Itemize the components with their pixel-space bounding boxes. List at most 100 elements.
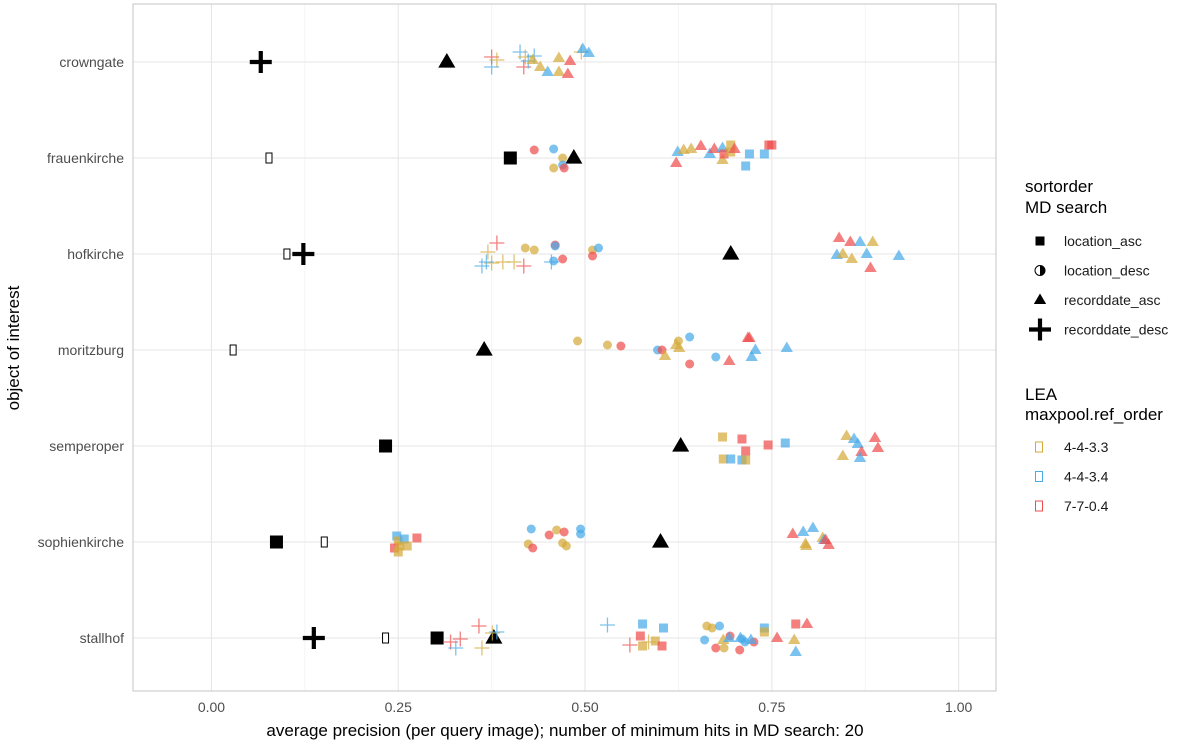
reference-hofkirche-triangle	[722, 245, 740, 260]
legend-lea-title-line1: LEA	[1025, 385, 1058, 404]
legend-key-4-4-3-3	[1035, 441, 1043, 453]
point-stallhof-circle-7-7-0-4	[711, 643, 721, 653]
point-hofkirche-plus-4-4-3-3	[506, 254, 522, 270]
legend-lea-title-line2: maxpool.ref_order	[1025, 405, 1163, 424]
data-points	[390, 42, 906, 657]
point-frauenkirche-square-4-4-3-3	[726, 140, 736, 150]
reference-frauenkirche-triangle	[565, 149, 583, 164]
point-moritzburg-circle-4-4-3-3	[573, 336, 583, 346]
point-moritzburg-triangle-4-4-3-4	[745, 350, 758, 362]
reference-semperoper-square	[379, 439, 393, 453]
point-sophienkirche-triangle-4-4-3-4	[806, 521, 820, 533]
point-stallhof-square-4-4-3-3	[650, 636, 660, 646]
legend-label-recorddate-asc: recorddate_asc	[1064, 292, 1161, 308]
point-sophienkirche-triangle-4-4-3-4	[797, 525, 810, 537]
point-moritzburg-triangle-4-4-3-3	[673, 341, 686, 353]
point-stallhof-triangle-4-4-3-4	[744, 633, 758, 645]
x-axis-title: average precision (per query image); num…	[266, 721, 863, 740]
point-moritzburg-triangle-7-7-0-4	[743, 331, 756, 343]
point-hofkirche-plus-4-4-3-4	[543, 254, 559, 270]
point-frauenkirche-triangle-4-4-3-3	[716, 153, 729, 165]
point-semperoper-triangle-7-7-0-4	[871, 441, 885, 453]
point-frauenkirche-circle-7-7-0-4	[529, 145, 539, 155]
legend-label-recorddate-desc: recorddate_desc	[1064, 322, 1168, 338]
point-semperoper-square-7-7-0-4	[741, 446, 751, 456]
point-hofkirche-plus-7-7-0-4	[516, 258, 532, 274]
point-crowngate-triangle-7-7-0-4	[561, 67, 575, 79]
point-stallhof-square-7-7-0-4	[657, 641, 667, 651]
point-sophienkirche-square-4-4-3-4	[399, 534, 409, 544]
point-hofkirche-plus-7-7-0-4	[489, 235, 505, 251]
point-frauenkirche-square-4-4-3-4	[741, 161, 751, 171]
point-hofkirche-triangle-4-4-3-3	[845, 252, 858, 264]
point-sophienkirche-circle-7-7-0-4	[544, 530, 554, 540]
point-frauenkirche-square-7-7-0-4	[767, 140, 777, 150]
reference-frauenkirche-square	[503, 151, 517, 165]
y-tick-label-crowngate: crowngate	[59, 54, 124, 70]
reference-crowngate-triangle	[438, 53, 456, 68]
point-semperoper-triangle-7-7-0-4	[868, 431, 882, 443]
point-hofkirche-triangle-4-4-3-4	[860, 247, 873, 259]
point-moritzburg-circle-4-4-3-4	[711, 352, 721, 362]
point-hofkirche-circle-4-4-3-3	[529, 245, 539, 255]
legend-key-4-4-3-4	[1035, 471, 1043, 482]
point-moritzburg-triangle-7-7-0-4	[723, 354, 736, 366]
reference-hofkirche-plus	[292, 243, 315, 265]
legend-label-location-asc: location_asc	[1064, 233, 1142, 249]
point-semperoper-triangle-4-4-3-3	[836, 449, 850, 461]
reference-moritzburg-triangle	[475, 341, 493, 356]
point-stallhof-square-4-4-3-3	[759, 627, 769, 637]
point-sophienkirche-circle-4-4-3-3	[561, 541, 571, 551]
point-moritzburg-triangle-4-4-3-3	[658, 349, 672, 361]
point-hofkirche-plus-4-4-3-4	[478, 254, 494, 270]
point-stallhof-plus-7-7-0-4	[471, 618, 487, 634]
point-sophienkirche-square-4-4-3-3	[402, 541, 412, 551]
point-stallhof-plus-4-4-3-4	[448, 640, 464, 656]
point-stallhof-plus-7-7-0-4	[622, 637, 638, 653]
point-hofkirche-triangle-7-7-0-4	[864, 261, 877, 273]
point-sophienkirche-circle-4-4-3-4	[576, 529, 586, 539]
point-stallhof-triangle-7-7-0-4	[800, 617, 814, 629]
point-crowngate-triangle-4-4-3-4	[576, 42, 589, 54]
point-stallhof-square-7-7-0-4	[635, 631, 645, 641]
point-stallhof-triangle-7-7-0-4	[770, 631, 784, 643]
point-hofkirche-circle-4-4-3-3	[520, 243, 530, 253]
legend-label-4-4-3-3: 4-4-3.3	[1064, 439, 1109, 455]
point-crowngate-triangle-4-4-3-3	[534, 60, 547, 72]
point-stallhof-circle-7-7-0-4	[735, 645, 745, 655]
point-moritzburg-circle-4-4-3-3	[602, 340, 612, 350]
point-stallhof-square-4-4-3-4	[638, 619, 648, 629]
point-semperoper-square-4-4-3-3	[718, 432, 728, 442]
reference-stallhof-triangle	[485, 629, 503, 644]
reference-semperoper-triangle	[672, 437, 690, 452]
point-hofkirche-triangle-4-4-3-4	[892, 249, 906, 261]
point-semperoper-triangle-7-7-0-4	[855, 445, 868, 457]
point-sophienkirche-triangle-4-4-3-3	[800, 539, 813, 551]
x-tick-label: 0.25	[385, 699, 412, 715]
point-moritzburg-triangle-4-4-3-4	[780, 341, 793, 353]
point-sophienkirche-circle-7-7-0-4	[559, 527, 569, 537]
point-frauenkirche-square-4-4-3-4	[759, 149, 769, 159]
point-stallhof-circle-4-4-3-3	[707, 623, 717, 633]
x-tick-label: 0.50	[571, 699, 598, 715]
point-sophienkirche-triangle-7-7-0-4	[786, 527, 799, 539]
point-hofkirche-triangle-7-7-0-4	[844, 235, 857, 247]
legend-key-location-desc	[1034, 265, 1046, 276]
point-stallhof-circle-4-4-3-4	[700, 635, 710, 645]
reference-moritzburg-missing	[229, 344, 237, 356]
point-hofkirche-circle-4-4-3-4	[593, 243, 603, 253]
point-sophienkirche-square-4-4-3-3	[393, 536, 403, 546]
point-frauenkirche-triangle-4-4-3-3	[684, 142, 698, 154]
legend-sortorder: sortorder MD search location_asc location…	[1025, 177, 1168, 341]
point-stallhof-plus-4-4-3-4	[489, 624, 505, 640]
point-frauenkirche-triangle-4-4-3-4	[716, 141, 729, 153]
point-frauenkirche-circle-4-4-3-4	[549, 144, 559, 154]
point-crowngate-triangle-4-4-3-3	[526, 53, 539, 65]
point-stallhof-triangle-4-4-3-4	[734, 631, 747, 643]
point-frauenkirche-circle-4-4-3-3	[558, 153, 568, 163]
reference-sophienkirche-square	[269, 535, 283, 549]
legend-label-7-7-0-4: 7-7-0.4	[1064, 498, 1109, 514]
legend-key-recorddate-asc	[1033, 293, 1047, 305]
point-hofkirche-triangle-7-7-0-4	[832, 231, 846, 243]
